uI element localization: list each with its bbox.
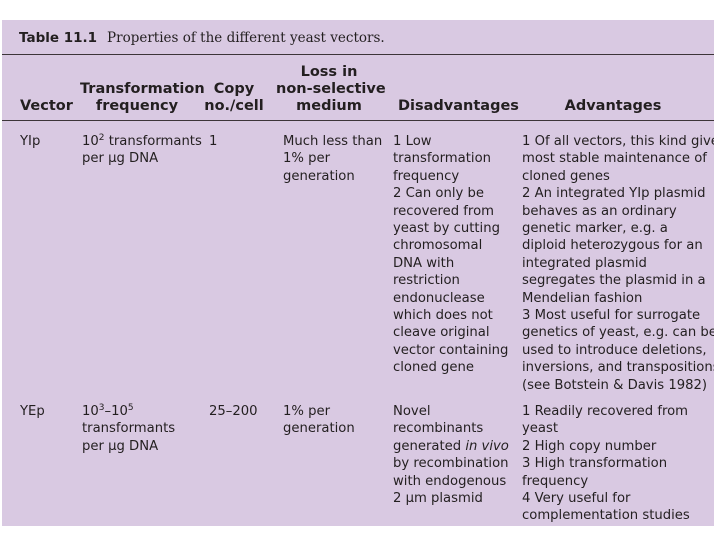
- vector-cell: YIp: [20, 134, 41, 149]
- header-vector: Vector: [20, 98, 73, 114]
- transformation-cell: 102 transformants per μg DNA: [82, 133, 202, 167]
- header-transformation: Transformation frequency: [80, 81, 205, 114]
- disadvantages-cell: 1 Low transformation frequency 2 Can onl…: [393, 134, 509, 376]
- header-rule: [2, 120, 714, 121]
- top-rule: [2, 54, 714, 55]
- advantages-cell: 1 Readily recovered from yeast 2 High co…: [522, 404, 690, 524]
- copy-cell: 1: [209, 134, 218, 149]
- table-caption: Table 11.1 Properties of the different ye…: [19, 30, 385, 46]
- header-loss: Loss in non-selective medium: [276, 64, 386, 114]
- disadvantages-cell: Novel recombinants generated in vivo by …: [393, 404, 509, 507]
- header-copy: Copy no./cell: [204, 81, 264, 114]
- table-number: Table 11.1: [19, 30, 98, 46]
- table-title: Properties of the different yeast vector…: [107, 30, 385, 46]
- header-disadvantages: Disadvantages: [398, 98, 519, 114]
- vector-cell: YEp: [20, 404, 45, 419]
- header-advantages: Advantages: [564, 98, 662, 114]
- loss-cell: 1% per generation: [283, 404, 355, 437]
- advantages-cell: 1 Of all vectors, this kind give most st…: [522, 134, 714, 393]
- table-panel: Table 11.1 Properties of the different ye…: [2, 20, 714, 526]
- transformation-cell: 103–105 transformants per μg DNA: [82, 403, 176, 454]
- loss-cell: Much less than 1% per generation: [283, 134, 383, 184]
- copy-cell: 25–200: [209, 404, 258, 419]
